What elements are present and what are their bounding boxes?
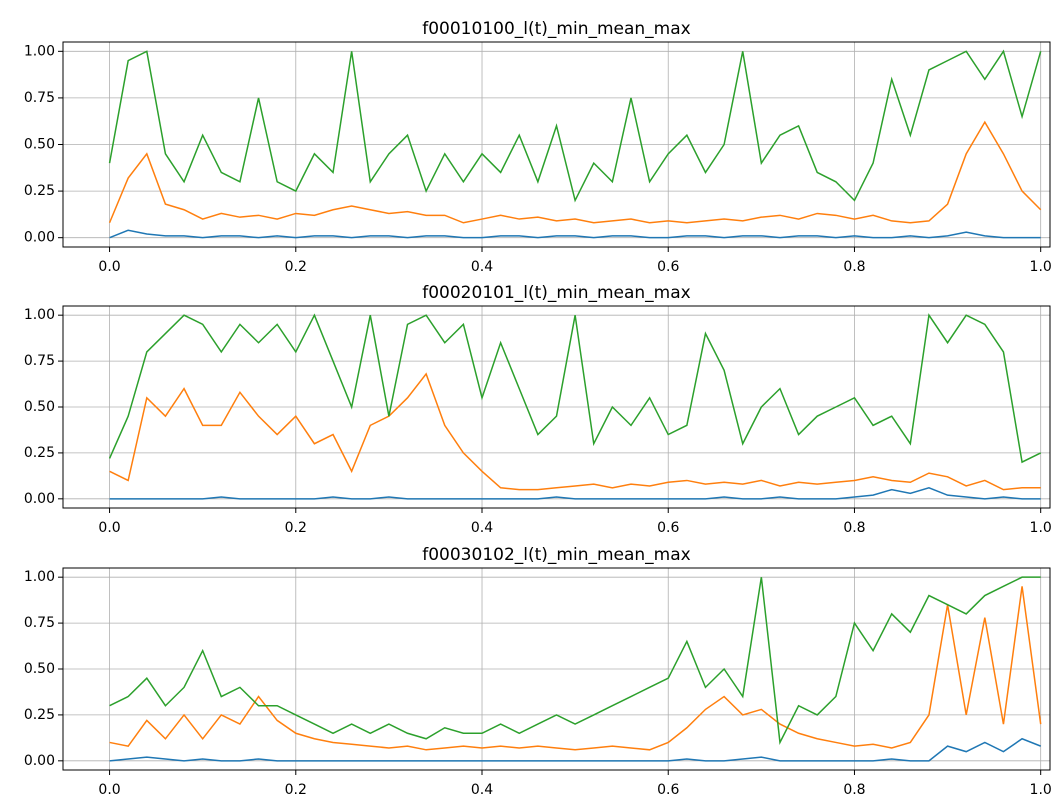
x-tick-label: 0.8 [843, 259, 865, 275]
series-line [109, 229, 1041, 239]
series-line [109, 586, 1042, 751]
x-tick-label: 0.4 [471, 259, 493, 275]
series-line [109, 487, 1041, 500]
series-line [109, 737, 1041, 762]
y-tick-label: 1.00 [24, 43, 55, 59]
chart-title: f00010100_l(t)_min_mean_max [422, 19, 690, 39]
y-tick-label: 0.75 [24, 615, 55, 631]
y-tick-label: 0.75 [24, 353, 55, 369]
x-tick-label: 0.0 [98, 520, 120, 536]
x-tick-label: 0.2 [285, 782, 307, 798]
axes-frame [62, 305, 1051, 509]
series-line [108, 49, 1042, 203]
y-tick-label: 0.00 [24, 753, 55, 769]
x-tick-label: 0.0 [98, 259, 120, 275]
series-line [108, 313, 1042, 464]
y-tick-label: 1.00 [24, 307, 55, 323]
axes-frame [62, 567, 1051, 771]
x-tick-label: 0.0 [98, 782, 120, 798]
x-tick-label: 1.0 [1030, 520, 1052, 536]
x-tick-label: 0.2 [285, 520, 307, 536]
x-tick-label: 0.8 [843, 520, 865, 536]
x-tick-label: 0.4 [471, 782, 493, 798]
x-tick-label: 0.2 [285, 259, 307, 275]
y-tick-label: 0.25 [24, 707, 55, 723]
y-tick-label: 0.25 [24, 183, 55, 199]
x-tick-label: 0.6 [657, 782, 679, 798]
series-line [109, 576, 1041, 746]
y-tick-label: 0.50 [24, 399, 55, 415]
x-tick-label: 1.0 [1030, 259, 1052, 275]
y-tick-label: 0.00 [24, 491, 55, 507]
y-tick-label: 0.25 [24, 445, 55, 461]
x-tick-label: 1.0 [1030, 782, 1052, 798]
x-tick-label: 0.4 [471, 520, 493, 536]
series-line [108, 120, 1042, 224]
axes-frame [62, 41, 1051, 248]
x-tick-label: 0.6 [657, 520, 679, 536]
chart-title: f00030102_l(t)_min_mean_max [422, 545, 690, 565]
x-tick-label: 0.8 [843, 782, 865, 798]
chart-title: f00020101_l(t)_min_mean_max [422, 283, 690, 303]
y-tick-label: 0.75 [24, 90, 55, 106]
x-tick-label: 0.6 [657, 259, 679, 275]
y-tick-label: 0.50 [24, 661, 55, 677]
y-tick-label: 0.50 [24, 137, 55, 153]
y-tick-label: 0.00 [24, 230, 55, 246]
series-line [109, 372, 1041, 491]
y-tick-label: 1.00 [24, 569, 55, 585]
